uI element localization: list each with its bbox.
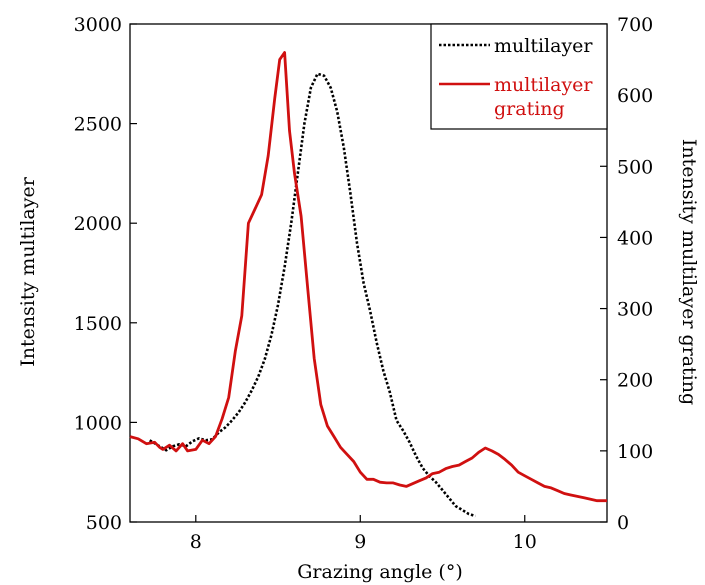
y-tick-label-right: 700: [617, 14, 653, 36]
y-axis-label-left: Intensity multilayer: [17, 176, 39, 367]
y-tick-label-right: 500: [617, 156, 653, 178]
y-tick-label-right: 300: [617, 299, 653, 321]
legend-multilayer-label: multilayer: [494, 35, 593, 57]
legend-grating-label-line2: grating: [494, 98, 565, 120]
y-tick-label-right: 400: [617, 227, 653, 249]
y-tick-label-left: 1500: [74, 313, 122, 335]
y-tick-label-left: 1000: [74, 412, 122, 434]
y-tick-label-right: 200: [617, 370, 653, 392]
plot-area-border: [129, 23, 608, 523]
y-tick-label-left: 3000: [74, 14, 122, 36]
plot-frame: [129, 23, 608, 523]
legend-grating-label-line1: multilayer: [494, 74, 593, 96]
y-axis-label-right: Intensity multilayer grating: [678, 139, 700, 405]
y-tick-label-left: 2000: [74, 213, 122, 235]
series-lines: [129, 51, 607, 518]
legend-box: [430, 23, 608, 130]
y-tick-label-right: 100: [617, 441, 653, 463]
y-tick-label-right: 0: [617, 512, 629, 534]
legend-grating-label: multilayer grating: [494, 74, 599, 120]
series-multilayer-grating-line: [129, 51, 607, 503]
x-axis-label: Grazing angle (°): [297, 561, 463, 583]
y-tick-label-left: 2500: [74, 114, 122, 136]
y-tick-label-left: 500: [86, 512, 122, 534]
x-tick-label: 9: [354, 531, 366, 553]
x-tick-label: 10: [513, 531, 537, 553]
series-multilayer-line: [149, 72, 476, 518]
x-tick-label: 8: [190, 531, 202, 553]
legend: multilayer multilayer grating: [430, 23, 608, 130]
y-tick-label-right: 600: [617, 85, 653, 107]
axis-ticks: 8 9 10 500 1000 1500 2000 2500 3000 0 100 200 300 400…: [74, 14, 654, 553]
